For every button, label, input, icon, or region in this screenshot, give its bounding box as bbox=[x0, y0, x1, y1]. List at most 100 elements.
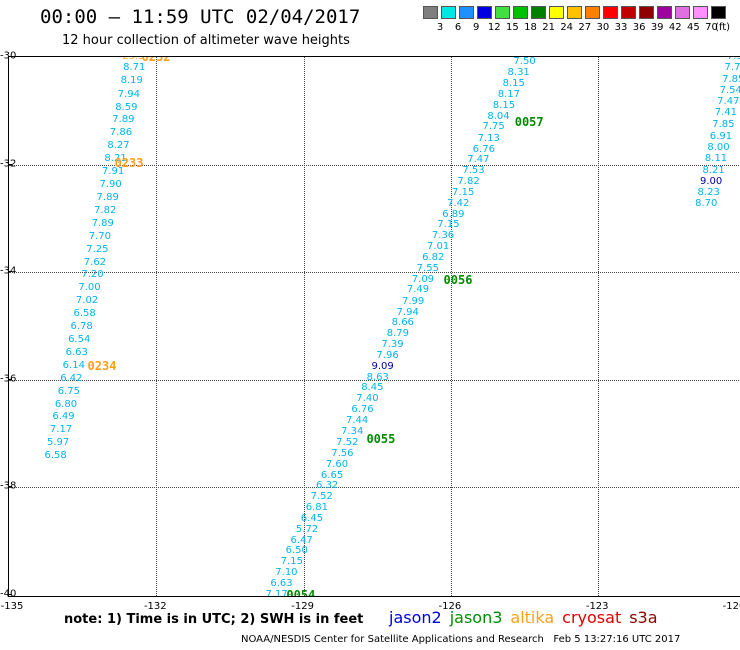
wave-height-value: 7.85 bbox=[722, 73, 740, 85]
wave-height-value: 6.58 bbox=[73, 308, 96, 320]
chart-title: 00:00 – 11:59 UTC 02/04/2017 bbox=[40, 6, 361, 28]
wave-height-value: 9.09 bbox=[371, 360, 394, 372]
colorbar-tick-label: 24 bbox=[560, 22, 574, 33]
longitude-gridline bbox=[598, 57, 600, 596]
wave-height-value: 7.89 bbox=[91, 217, 114, 229]
colorbar-tick-label: 27 bbox=[578, 22, 592, 33]
wave-height-value: 7.82 bbox=[457, 175, 480, 187]
wave-height-value: 8.79 bbox=[386, 328, 409, 340]
wave-height-value: 7.47 bbox=[467, 154, 490, 166]
wave-height-value: 8.27 bbox=[107, 140, 130, 152]
wave-height-value: 6.63 bbox=[65, 346, 88, 358]
wave-height-value: 7.50 bbox=[513, 56, 536, 68]
wave-height-value: 6.42 bbox=[60, 372, 83, 384]
wave-height-value: 8.59 bbox=[115, 101, 138, 113]
pass-time-label: 0233 bbox=[114, 155, 144, 170]
wave-height-value: 7.32 bbox=[726, 56, 740, 62]
colorbar-swatch bbox=[711, 6, 726, 19]
wave-height-value: 6.49 bbox=[52, 411, 75, 423]
wave-height-value: 7.02 bbox=[75, 295, 99, 307]
wave-height-value: 7.60 bbox=[325, 458, 349, 470]
colorbar-swatch bbox=[567, 6, 582, 19]
wave-height-value: 7.40 bbox=[356, 393, 379, 405]
latitude-gridline bbox=[9, 272, 740, 274]
wave-height-value: 7.15 bbox=[280, 556, 303, 568]
longitude-tick-label: -135 bbox=[0, 601, 24, 612]
wave-height-value: 6.58 bbox=[44, 450, 67, 462]
wave-height-value: 7.13 bbox=[477, 132, 500, 144]
wave-height-value: 8.70 bbox=[695, 198, 718, 210]
wave-height-value: 7.44 bbox=[345, 415, 369, 427]
wave-height-value: 7.53 bbox=[462, 165, 485, 177]
colorbar-swatch bbox=[531, 6, 546, 19]
wave-height-value: 6.32 bbox=[316, 480, 339, 492]
wave-height-value: 7.10 bbox=[275, 567, 298, 579]
wave-height-value: 7.17 bbox=[49, 424, 73, 436]
wave-height-value: 7.15 bbox=[452, 187, 475, 199]
wave-height-value: 7.34 bbox=[341, 425, 364, 437]
wave-height-value: 7.86 bbox=[109, 127, 133, 139]
wave-height-value: 8.00 bbox=[707, 141, 730, 153]
wave-height-value: 6.14 bbox=[62, 359, 85, 371]
generated-timestamp: Feb 5 13:27:16 UTC 2017 bbox=[553, 634, 681, 645]
wave-height-value: 7.42 bbox=[447, 197, 470, 209]
colorbar-tick-label: 21 bbox=[542, 22, 555, 33]
latitude-gridline bbox=[9, 164, 740, 166]
wave-height-value: 7.89 bbox=[96, 191, 119, 203]
colorbar-swatch bbox=[603, 6, 618, 19]
wave-height-value: 6.63 bbox=[270, 578, 293, 590]
wave-height-value: 6.81 bbox=[305, 501, 328, 513]
wave-height-value: 8.19 bbox=[120, 75, 143, 87]
wave-height-value: 7.56 bbox=[331, 447, 354, 459]
latitude-tick-mark bbox=[8, 486, 12, 488]
wave-height-value: 8.45 bbox=[361, 382, 384, 394]
wave-height-value: 7.73 bbox=[724, 62, 740, 74]
colorbar-swatch bbox=[477, 6, 492, 19]
legend-cryosat: cryosat bbox=[562, 608, 622, 627]
map-plot-area[interactable]: 25.37 8.71 8.19 7.94 8.59 7.89 7.86 8.27 8.21 7.9… bbox=[8, 56, 740, 597]
wave-height-value: 7.75 bbox=[482, 121, 505, 133]
chart-subtitle: 12 hour collection of altimeter wave hei… bbox=[62, 33, 350, 48]
wave-height-value: 8.21 bbox=[104, 153, 127, 165]
colorbar-tick-label: 45 bbox=[687, 22, 700, 33]
colorbar-tick-label: 36 bbox=[632, 22, 646, 33]
wave-height-value: 6.82 bbox=[422, 252, 445, 264]
colorbar-tick-label: 18 bbox=[524, 22, 537, 33]
pass-time-label: 0232 bbox=[141, 56, 171, 64]
pass-time-label: 0056 bbox=[443, 273, 473, 288]
wave-height-value: 6.76 bbox=[472, 143, 495, 155]
latitude-gridline bbox=[9, 379, 740, 381]
wave-height-value: 6.47 bbox=[290, 534, 313, 546]
colorbar-swatch bbox=[513, 6, 528, 19]
wave-height-value: 6.76 bbox=[351, 404, 374, 416]
wave-height-value: 7.89 bbox=[112, 114, 135, 126]
wave-height-value: 7.96 bbox=[376, 350, 399, 362]
colorbar-swatch bbox=[549, 6, 564, 19]
legend-altika: altika bbox=[510, 608, 555, 627]
wave-height-value: 7.17 bbox=[265, 589, 288, 597]
colorbar-tick-label: 42 bbox=[668, 22, 682, 33]
latitude-tick-mark bbox=[8, 56, 12, 57]
colorbar-swatch bbox=[639, 6, 654, 19]
longitude-tick-label: -123 bbox=[585, 601, 609, 612]
pass-time-label: 0057 bbox=[514, 114, 544, 129]
wave-height-value: 6.89 bbox=[442, 208, 465, 220]
wave-height-value: 8.04 bbox=[487, 110, 510, 122]
colorbar-swatch bbox=[657, 6, 672, 19]
wave-height-value: 8.23 bbox=[697, 187, 720, 199]
wave-height-value: 7.47 bbox=[717, 96, 740, 108]
latitude-tick-mark bbox=[8, 378, 12, 380]
satellite-legend: jason2 jason3 altika cryosat s3a bbox=[389, 608, 666, 627]
units-note: note: 1) Time is in UTC; 2) SWH is in fe… bbox=[64, 612, 364, 627]
longitude-gridline bbox=[156, 57, 158, 596]
wave-height-value: 9.00 bbox=[699, 175, 723, 187]
latitude-tick-mark bbox=[8, 271, 12, 273]
wave-height-value: 7.49 bbox=[406, 284, 430, 296]
longitude-gridline bbox=[303, 57, 305, 596]
wave-height-value: 7.55 bbox=[416, 262, 439, 274]
wave-height-value: 7.39 bbox=[381, 338, 404, 350]
wave-height-value: 7.62 bbox=[83, 256, 107, 268]
pass-time-label: 0234 bbox=[87, 359, 117, 374]
wave-height-value: 7.70 bbox=[88, 230, 111, 242]
